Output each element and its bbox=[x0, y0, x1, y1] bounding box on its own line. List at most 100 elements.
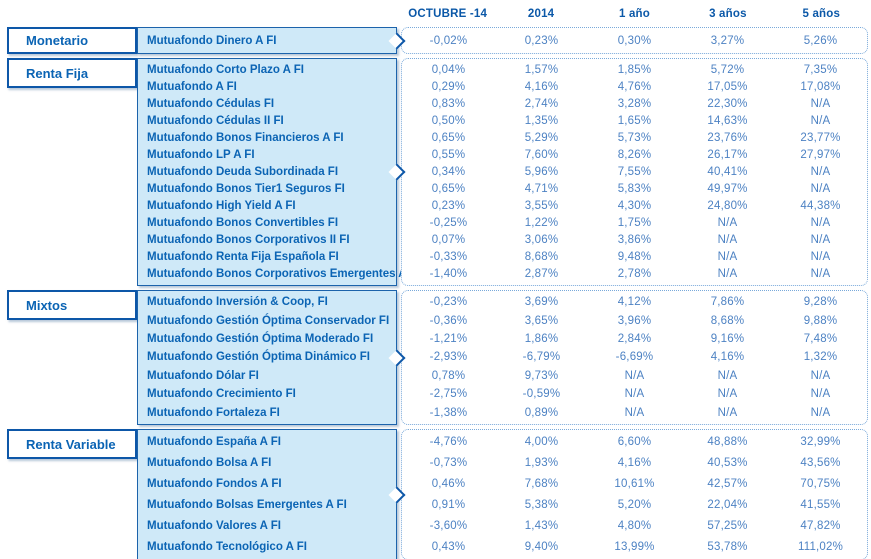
value-cell: 0,78% bbox=[431, 369, 466, 382]
value-cell: 1,43% bbox=[524, 519, 559, 532]
value-row: 0,34% 5,96% 7,55% 40,41% N/A bbox=[402, 166, 867, 178]
fund-name: Mutuafondo LP A FI bbox=[147, 148, 255, 161]
value-cell: 4,16% bbox=[710, 351, 745, 364]
value-row: -2,93% -6,79% -6,69% 4,16% 1,32% bbox=[402, 351, 867, 363]
value-cell: 0,04% bbox=[431, 63, 466, 76]
value-cell: 3,65% bbox=[524, 314, 559, 327]
fund-name: Mutuafondo Corto Plazo A FI bbox=[147, 63, 304, 76]
fund-names-box: Mutuafondo Inversión & Coop, FI Mutuafond… bbox=[137, 290, 406, 425]
value-cell: N/A bbox=[624, 369, 645, 382]
value-cell: 4,71% bbox=[524, 182, 559, 195]
value-cell: 9,48% bbox=[617, 251, 652, 264]
header-columns: OCTUBRE -14 2014 1 año 3 años 5 años bbox=[401, 6, 868, 22]
fund-name: Mutuafondo Bonos Convertibles FI bbox=[147, 217, 339, 230]
value-cell: -1,40% bbox=[429, 268, 468, 281]
value-cell: N/A bbox=[717, 369, 738, 382]
value-cell: 0,34% bbox=[431, 165, 466, 178]
value-cell: 0,83% bbox=[431, 97, 466, 110]
value-cell: 27,97% bbox=[800, 148, 841, 161]
value-cell: 9,16% bbox=[710, 333, 745, 346]
value-cell: 0,91% bbox=[431, 498, 466, 511]
value-cell: 0,30% bbox=[617, 34, 652, 47]
value-row: 0,46% 7,68% 10,61% 42,57% 70,75% bbox=[402, 478, 867, 490]
value-cell: 0,23% bbox=[524, 34, 559, 47]
value-cell: -1,21% bbox=[429, 333, 468, 346]
value-cell: 5,96% bbox=[524, 165, 559, 178]
category-column: Monetario bbox=[7, 27, 137, 54]
value-cell: 9,40% bbox=[524, 540, 559, 553]
values-box: -4,76% 4,00% 6,60% 48,88% 32,99% -0,73% 1,93% 4… bbox=[401, 429, 868, 559]
category-column: Renta Fija bbox=[7, 58, 137, 286]
value-cell: N/A bbox=[810, 251, 831, 264]
value-cell: 4,12% bbox=[617, 296, 652, 309]
value-cell: N/A bbox=[717, 268, 738, 281]
fund-name: Mutuafondo Gestión Óptima Moderado FI bbox=[147, 333, 374, 346]
value-cell: N/A bbox=[810, 182, 831, 195]
category-column: Mixtos bbox=[7, 290, 137, 425]
value-row: 0,50% 1,35% 1,65% 14,63% N/A bbox=[402, 115, 867, 127]
value-cell: -3,60% bbox=[429, 519, 468, 532]
value-row: -0,23% 3,69% 4,12% 7,86% 9,28% bbox=[402, 296, 867, 308]
value-cell: 9,28% bbox=[803, 296, 838, 309]
fund-names-box: Mutuafondo Corto Plazo A FI Mutuafondo A … bbox=[137, 58, 420, 286]
value-cell: 5,38% bbox=[524, 498, 559, 511]
value-cell: 1,93% bbox=[524, 457, 559, 470]
value-cell: -0,23% bbox=[429, 296, 468, 309]
value-cell: -0,02% bbox=[429, 34, 468, 47]
value-cell: 0,29% bbox=[431, 80, 466, 93]
header-spacer bbox=[7, 6, 401, 22]
value-cell: 3,69% bbox=[524, 296, 559, 309]
value-cell: 0,43% bbox=[431, 540, 466, 553]
table-header: OCTUBRE -14 2014 1 año 3 años 5 años bbox=[7, 6, 868, 22]
value-cell: 4,00% bbox=[524, 436, 559, 449]
value-cell: -0,36% bbox=[429, 314, 468, 327]
fund-name: Mutuafondo Gestión Óptima Dinámico FI bbox=[147, 351, 370, 364]
value-cell: 5,20% bbox=[617, 498, 652, 511]
fund-names-box: Mutuafondo España A FI Mutuafondo Bolsa A… bbox=[137, 429, 406, 559]
values-box: 0,04% 1,57% 1,85% 5,72% 7,35% 0,29% 4,16% 4,76%… bbox=[401, 58, 868, 286]
fund-name: Mutuafondo Deuda Subordinada FI bbox=[147, 165, 339, 178]
value-row: 0,83% 2,74% 3,28% 22,30% N/A bbox=[402, 98, 867, 110]
value-cell: 1,35% bbox=[524, 114, 559, 127]
value-row: 0,04% 1,57% 1,85% 5,72% 7,35% bbox=[402, 64, 867, 76]
value-cell: N/A bbox=[810, 165, 831, 178]
value-cell: 3,28% bbox=[617, 97, 652, 110]
value-row: -0,73% 1,93% 4,16% 40,53% 43,56% bbox=[402, 457, 867, 469]
fund-name: Mutuafondo Dinero A FI bbox=[147, 34, 277, 47]
value-cell: 10,61% bbox=[614, 478, 655, 491]
value-cell: 53,78% bbox=[707, 540, 748, 553]
value-row: -0,02% 0,23% 0,30% 3,27% 5,26% bbox=[402, 35, 867, 47]
fund-name: Mutuafondo Cédulas II FI bbox=[147, 114, 284, 127]
value-cell: 14,63% bbox=[707, 114, 748, 127]
value-row: -0,36% 3,65% 3,96% 8,68% 9,88% bbox=[402, 315, 867, 327]
value-cell: N/A bbox=[810, 234, 831, 247]
value-cell: 0,89% bbox=[524, 406, 559, 419]
value-cell: 3,06% bbox=[524, 234, 559, 247]
value-cell: 17,08% bbox=[800, 80, 841, 93]
value-row: -1,38% 0,89% N/A N/A N/A bbox=[402, 407, 867, 419]
value-row: -4,76% 4,00% 6,60% 48,88% 32,99% bbox=[402, 436, 867, 448]
value-cell: 0,50% bbox=[431, 114, 466, 127]
fund-name: Mutuafondo Crecimiento FI bbox=[147, 388, 296, 401]
value-row: 0,55% 7,60% 8,26% 26,17% 27,97% bbox=[402, 149, 867, 161]
value-cell: 40,41% bbox=[707, 165, 748, 178]
fund-name: Mutuafondo Bolsas Emergentes A FI bbox=[147, 498, 347, 511]
value-cell: 1,32% bbox=[803, 351, 838, 364]
fund-name: Mutuafondo España A FI bbox=[147, 436, 281, 449]
value-cell: 70,75% bbox=[800, 478, 841, 491]
value-cell: 32,99% bbox=[800, 436, 841, 449]
value-cell: N/A bbox=[810, 114, 831, 127]
value-cell: 2,84% bbox=[617, 333, 652, 346]
fund-name: Mutuafondo Bonos Tier1 Seguros FI bbox=[147, 182, 345, 195]
section-renta-variable: Renta Variable Mutuafondo España A FI Mutu… bbox=[7, 429, 868, 559]
value-row: 0,65% 5,29% 5,73% 23,76% 23,77% bbox=[402, 132, 867, 144]
value-cell: 41,55% bbox=[800, 498, 841, 511]
value-cell: 49,97% bbox=[707, 182, 748, 195]
fund-name: Mutuafondo Dólar FI bbox=[147, 369, 259, 382]
value-row: 0,78% 9,73% N/A N/A N/A bbox=[402, 370, 867, 382]
section-mixtos: Mixtos Mutuafondo Inversión & Coop, FI Mut… bbox=[7, 290, 868, 425]
value-cell: N/A bbox=[810, 268, 831, 281]
value-cell: 17,05% bbox=[707, 80, 748, 93]
value-cell: 4,80% bbox=[617, 519, 652, 532]
